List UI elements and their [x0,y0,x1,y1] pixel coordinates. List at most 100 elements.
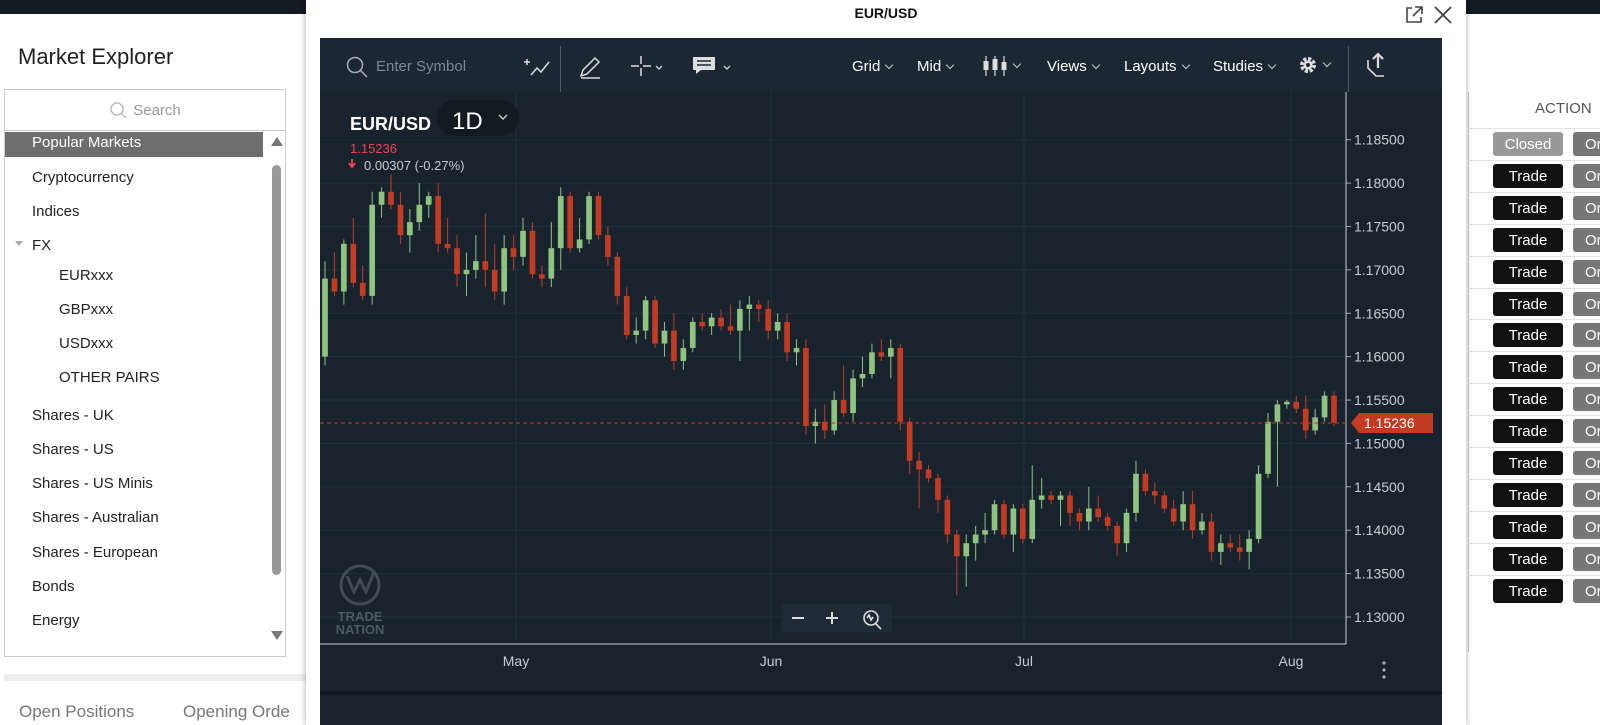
candle-down[interactable] [539,274,545,279]
candle-up[interactable] [1133,473,1139,513]
trade-button[interactable]: Trade [1493,292,1563,316]
tree-item-cryptocurrency[interactable]: Cryptocurrency [32,169,134,186]
candle-down[interactable] [510,248,517,257]
candle-down[interactable] [878,352,885,357]
candle-up[interactable] [473,261,479,270]
draw-pencil-icon[interactable] [578,55,602,79]
candle-down[interactable] [595,196,602,236]
tab-opening-orders[interactable]: Opening Orde [183,702,290,721]
order-button[interactable]: Or [1573,355,1600,379]
candle-down[interactable] [1161,495,1168,509]
candle-down[interactable] [1104,517,1111,526]
candle-down[interactable] [727,326,734,331]
candle-down[interactable] [821,421,828,431]
zoom-reset-icon[interactable] [863,610,882,630]
order-button[interactable]: Or [1573,164,1600,188]
candle-down[interactable] [435,196,441,244]
candle-down[interactable] [454,248,460,275]
order-button[interactable]: Or [1573,260,1600,284]
search-box[interactable]: Search [4,89,286,131]
candle-down[interactable] [1095,508,1102,518]
order-button[interactable]: Or [1573,419,1600,443]
candle-up[interactable] [1274,404,1281,422]
candle-up[interactable] [661,330,668,344]
candle-up[interactable] [1255,473,1262,539]
trade-button[interactable]: Trade [1493,451,1563,475]
candle-down[interactable] [784,321,790,353]
candle-up[interactable] [520,230,526,257]
candle-down[interactable] [1067,495,1073,513]
candle-down[interactable] [1114,525,1120,544]
candle-down[interactable] [1001,504,1007,535]
toolbar-views[interactable]: Views [1047,58,1100,75]
tree-item-shares-us-minis[interactable]: Shares - US Minis [32,475,153,492]
trade-button[interactable]: Trade [1493,579,1563,603]
candle-down[interactable] [1048,495,1054,500]
symbol-input[interactable] [376,54,516,78]
candle-up[interactable] [972,534,979,544]
interval-label[interactable]: 1D [452,108,483,135]
candle-down[interactable] [529,230,536,275]
trade-button[interactable]: Trade [1493,515,1563,539]
order-button[interactable]: Or [1573,451,1600,475]
tree-item-shares-us[interactable]: Shares - US [32,441,114,458]
tree-item-fx[interactable]: FX [32,237,51,254]
trade-button[interactable]: Trade [1493,196,1563,220]
candle-down[interactable] [925,469,932,479]
candle-down[interactable] [953,534,960,557]
candle-down[interactable] [491,269,498,292]
candle-up[interactable] [680,347,687,361]
candle-down[interactable] [671,330,677,361]
candle-up[interactable] [1057,495,1064,500]
candle-up[interactable] [322,278,328,357]
candle-up[interactable] [341,243,347,292]
scroll-down-arrow-icon[interactable] [271,631,283,640]
candle-down[interactable] [718,317,724,327]
trade-button[interactable]: Trade [1493,419,1563,443]
candle-down[interactable] [840,400,847,414]
candle-down[interactable] [1293,401,1300,409]
tree-item-energy[interactable]: Energy [32,612,80,629]
candle-up[interactable] [708,317,715,327]
candle-down[interactable] [1227,543,1234,548]
tab-open-positions[interactable]: Open Positions [19,702,135,721]
candle-down[interactable] [1152,491,1158,496]
trade-button[interactable]: Trade [1493,355,1563,379]
tree-item-bonds[interactable]: Bonds [32,578,75,595]
close-icon[interactable] [1432,4,1454,26]
candle-up[interactable] [1246,538,1252,552]
toolbar-chart-type[interactable] [982,54,1022,78]
tree-item-shares-european[interactable]: Shares - European [32,544,158,561]
order-button[interactable]: Or [1573,515,1600,539]
candle-up[interactable] [831,400,838,431]
closed-button[interactable]: Closed [1493,132,1563,156]
trade-button[interactable]: Trade [1493,387,1563,411]
trade-button[interactable]: Trade [1493,164,1563,188]
candle-down[interactable] [944,499,951,535]
candle-down[interactable] [605,235,611,257]
candle-down[interactable] [803,347,809,427]
candle-down[interactable] [1331,395,1337,423]
tree-item-usdxxx[interactable]: USDxxx [59,335,113,352]
candle-up[interactable] [1265,421,1271,474]
candle-up[interactable] [416,204,423,223]
candle-up[interactable] [812,421,819,427]
candle-up[interactable] [1321,395,1328,418]
candle-down[interactable] [1189,504,1196,531]
candle-down[interactable] [444,243,451,249]
candle-down[interactable] [652,300,658,344]
order-button[interactable]: Or [1573,132,1600,156]
candle-up[interactable] [1010,508,1017,535]
candle-up[interactable] [642,300,649,331]
candle-up[interactable] [737,308,743,331]
candle-up[interactable] [586,196,592,240]
trade-button[interactable]: Trade [1493,547,1563,571]
candle-down[interactable] [567,196,574,249]
candle-up[interactable] [774,321,781,331]
candle-down[interactable] [906,421,913,461]
candle-up[interactable] [1284,401,1290,405]
trade-button[interactable]: Trade [1493,228,1563,252]
candle-up[interactable] [991,504,998,531]
candle-up[interactable] [869,352,875,374]
order-button[interactable]: Or [1573,292,1600,316]
